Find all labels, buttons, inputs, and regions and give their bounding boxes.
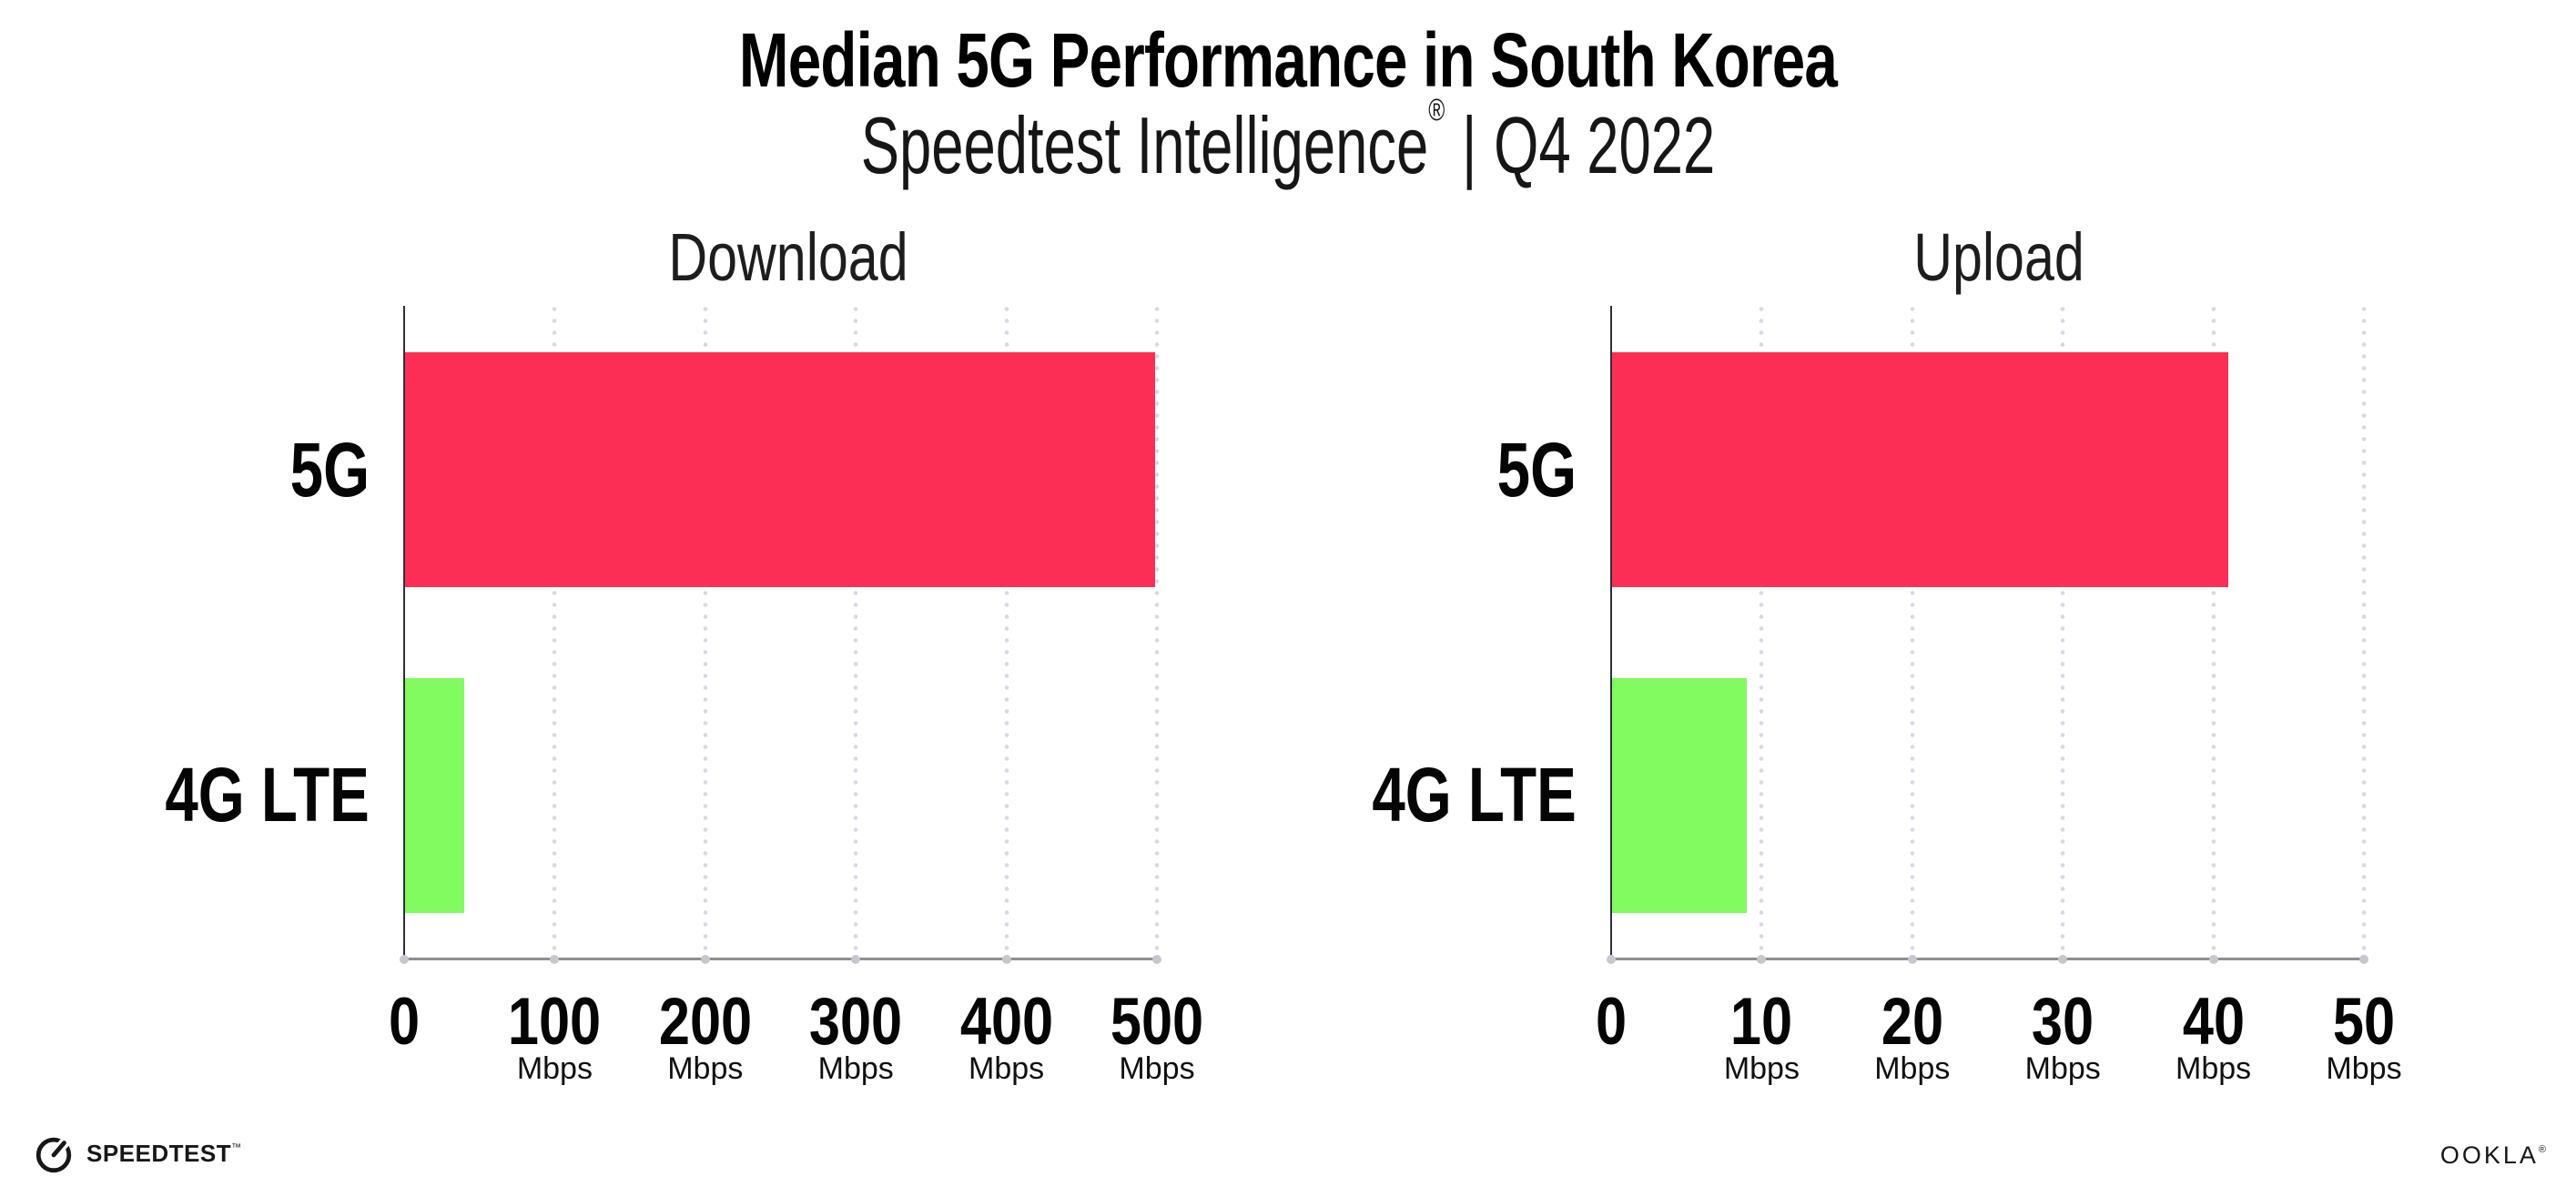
x-tick-label: 400 [959,985,1053,1059]
subtitle-separator: | [1461,100,1477,190]
x-tick-label: 10 [1730,985,1793,1059]
x-tick-label: 300 [809,985,903,1059]
x-tick-label: 200 [658,985,752,1059]
axis-tick-dot [2058,955,2068,964]
registered-mark-icon: ® [1428,93,1445,127]
x-tick-unit-label: Mbps [1119,1051,1195,1086]
category-label: 4G LTE [1372,752,1577,837]
category-label: 5G [1496,427,1577,512]
x-tick-unit-label: Mbps [1723,1051,1800,1086]
bar-4g-lte [404,678,465,913]
bar-4g-lte [1611,678,1747,913]
x-tick-label: 0 [388,985,421,1059]
axis-tick-dot [400,955,409,964]
x-tick-unit-label: Mbps [667,1051,744,1086]
subtitle-period: Q4 2022 [1494,100,1716,190]
gridline [2361,303,2367,958]
x-tick-unit-label: Mbps [2326,1051,2402,1086]
bar-5g [404,352,1156,587]
axis-tick-dot [2208,955,2218,964]
axis-tick-dot [1607,955,1616,964]
axis-tick-dot [851,955,861,964]
axis-tick-dot [1907,955,1917,964]
gridline [1909,303,1915,958]
page-subtitle: Speedtest Intelligence® | Q4 2022 [360,95,2216,186]
x-tick-label: 20 [1881,985,1943,1059]
gridline [1759,303,1765,958]
axis-tick-dot [700,955,710,964]
axis-tick-dot [1152,955,1161,964]
axis-tick-dot [2359,955,2368,964]
x-tick-unit-label: Mbps [969,1051,1045,1086]
gridline [1154,303,1160,958]
ookla-wordmark: OOKLA [2439,1141,2539,1169]
x-tick-unit-label: Mbps [1874,1051,1951,1086]
axis-tick-dot [550,955,560,964]
x-tick-label: 50 [2332,985,2396,1059]
x-axis-line [1611,958,2364,960]
speedtest-logo: SPEEDTEST™ [33,1131,242,1175]
axis-tick-dot [1757,955,1767,964]
ookla-logo: OOKLA® [2440,1143,2546,1168]
x-tick-unit-label: Mbps [516,1051,593,1086]
page-title: Median 5G Performance in South Korea [738,17,1838,103]
speedtest-gauge-icon [35,1137,72,1173]
gridline [2060,303,2066,958]
x-axis-line [404,958,1157,960]
axis-tick-dot [1001,955,1011,964]
speedtest-wordmark: SPEEDTEST™ [86,1140,242,1167]
gridline [853,303,859,958]
registered-mark-icon: ® [2538,1144,2546,1155]
y-axis-line [403,306,405,959]
x-tick-label: 0 [1595,985,1628,1059]
x-tick-label: 30 [2032,985,2094,1059]
category-label: 5G [289,427,370,512]
x-tick-unit-label: Mbps [2175,1051,2252,1086]
gridline [2210,303,2216,958]
x-tick-label: 500 [1110,985,1204,1059]
x-tick-unit-label: Mbps [2024,1051,2101,1086]
x-tick-label: 40 [2182,985,2245,1059]
category-label: 4G LTE [165,752,370,837]
gridline [702,303,708,958]
gridline [1003,303,1009,958]
x-tick-label: 100 [508,985,602,1059]
y-axis-line [1610,306,1612,959]
gridline [552,303,558,958]
x-tick-unit-label: Mbps [817,1051,894,1086]
chart-title: Upload [1913,219,2084,295]
bar-5g [1611,352,2229,587]
subtitle-brand: Speedtest Intelligence [860,100,1429,190]
chart-title: Download [668,219,908,295]
trademark-icon: ™ [231,1142,242,1153]
